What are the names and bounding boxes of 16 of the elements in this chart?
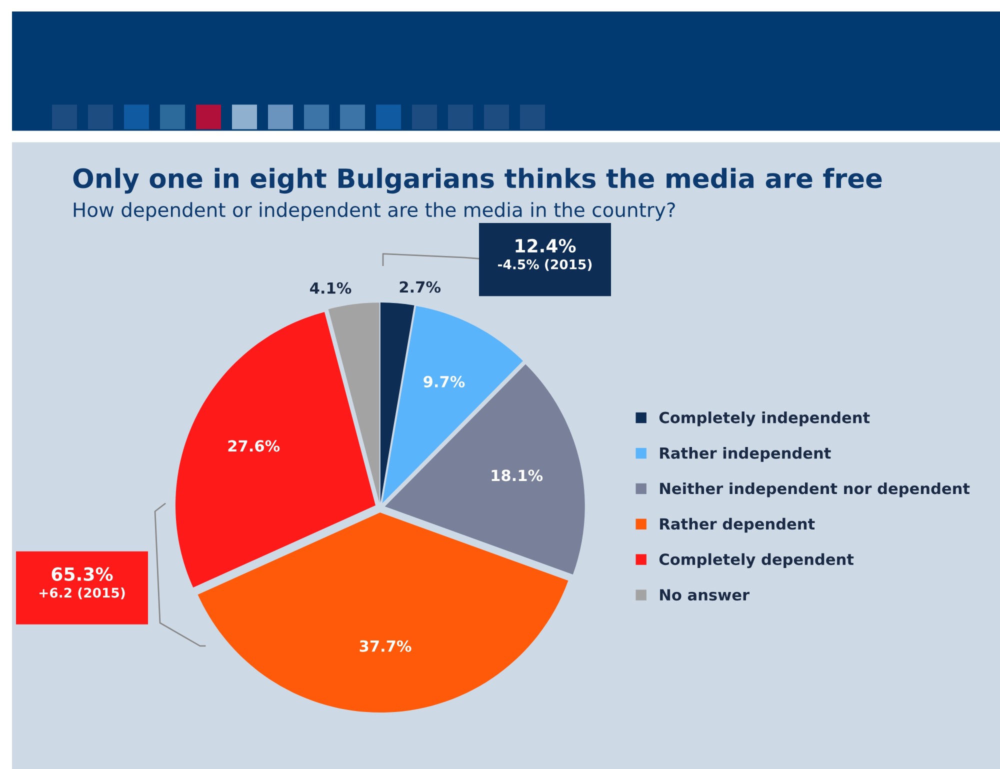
legend-label: Rather independent (660, 447, 831, 462)
data-label: 4.1% (310, 282, 352, 294)
legend-label: No answer (660, 589, 750, 601)
data-label: 9.7% (424, 376, 465, 388)
data-label: 27.6% (228, 440, 280, 452)
chart-title: Only one in eight Bulgarians thinks the media are free (73, 168, 882, 194)
legend-label: Neither independent nor dependent (660, 482, 970, 498)
data-label: 2.7% (400, 281, 441, 293)
legend-label: Rather dependent (660, 518, 815, 533)
chart-subtitle: How dependent or independent are the media in the country? (74, 202, 675, 221)
text: 65.3% +6.2 (2015) (39, 567, 125, 600)
text: 12.4% -4.5% (2015) (498, 238, 592, 271)
data-label: 18.1% (492, 470, 543, 482)
data-label: 37.7% (360, 640, 412, 652)
legend-label: Completely independent (659, 412, 870, 426)
legend-label: Completely dependent (659, 553, 854, 568)
